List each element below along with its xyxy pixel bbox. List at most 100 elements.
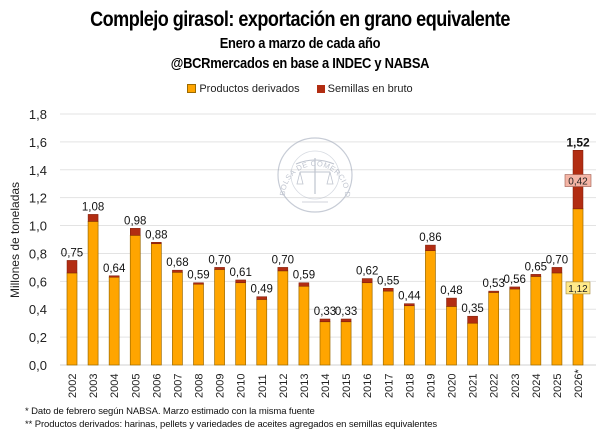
data-label-total: 0,33 (314, 306, 336, 318)
data-label-total: 0,49 (251, 284, 273, 296)
data-label-total: 0,70 (272, 254, 294, 266)
data-label-total: 1,08 (82, 201, 104, 213)
bar-semillas-en-bruto (530, 274, 542, 277)
bar-productos-derivados (108, 276, 120, 366)
x-tick-label: 2010 (236, 374, 248, 398)
bar-semillas-en-bruto (551, 267, 563, 274)
bar-productos-derivados (214, 269, 225, 366)
x-tick-label: 2015 (341, 374, 353, 398)
bar-semillas-en-bruto (425, 244, 436, 251)
bar-semillas-en-bruto (340, 318, 352, 323)
x-tick-label: 2004 (109, 374, 121, 398)
x-tick-label: 2011 (257, 374, 269, 398)
footnote-1: * Dato de febrero según NABSA. Marzo est… (25, 406, 315, 417)
y-tick-label: 1,6 (29, 135, 47, 150)
data-label-total: 0,53 (482, 278, 504, 290)
seal-inner-ring (290, 150, 340, 200)
bar-semillas-en-bruto (214, 267, 225, 270)
bar-productos-derivados (488, 292, 500, 366)
bar-semillas-en-bruto (108, 275, 120, 278)
bar-productos-derivados (235, 282, 247, 366)
x-tick-label: 2018 (404, 374, 416, 398)
y-tick-label: 0,8 (29, 246, 47, 261)
y-tick-label: 1,8 (29, 107, 47, 122)
seal-wings (295, 159, 335, 165)
legend: Productos derivados Semillas en bruto (0, 83, 600, 95)
chart-subtitle: Enero a marzo de cada año (219, 35, 381, 52)
bar-semillas-en-bruto (172, 269, 183, 273)
bar-productos-derivados (319, 321, 331, 366)
bar-semillas-en-bruto (298, 282, 310, 287)
x-tick-label: 2020 (447, 374, 459, 398)
data-label-total: 0,59 (187, 270, 209, 282)
bar-semillas-en-bruto (193, 282, 204, 285)
bar-semillas-en-bruto (361, 278, 373, 283)
bcr-seal-watermark: BOLSA DE COMERCIO DE ROSARIO (0, 0, 353, 213)
data-label-total: 0,75 (61, 247, 83, 259)
bar-productos-derivados (193, 283, 204, 366)
bar-productos-derivados (150, 243, 162, 366)
data-label-total: 0,65 (525, 261, 547, 273)
x-tick-label: 2016 (362, 374, 374, 398)
x-tick-label: 2019 (425, 374, 437, 398)
x-tick-label: 2025 (552, 374, 564, 398)
bar-productos-derivados (530, 276, 542, 366)
data-label-total: 0,68 (166, 257, 188, 269)
data-label-total: 0,48 (440, 285, 462, 297)
legend-item-semillas: Semillas en bruto (316, 83, 413, 95)
bar-semillas-en-bruto (446, 297, 457, 307)
bar-semillas-en-bruto (130, 228, 141, 236)
legend-label-productos: Productos derivados (199, 83, 300, 95)
bar-productos-derivados (172, 271, 183, 366)
data-label-total: 0,62 (356, 266, 378, 278)
x-tick-label: 2003 (88, 374, 100, 398)
bar-semillas-en-bruto (66, 260, 78, 274)
y-axis-label: Millones de toneladas (8, 182, 22, 298)
x-tick-label: 2022 (489, 374, 501, 398)
seal-scale-left (296, 171, 304, 185)
data-label-total: 0,98 (124, 215, 146, 227)
y-axis-ticks: 0,0 0,2 0,4 0,6 0,8 1,0 1,2 1,4 1,6 1,8 (29, 107, 47, 373)
bar-productos-derivados (446, 306, 457, 366)
x-axis-ticks: 2002 2003 2004 2005 2006 2007 2008 2009 2010 2011… (67, 369, 585, 398)
footnote-2: ** Productos derivados: harinas, pellets… (25, 419, 438, 430)
bar-productos-derivados (467, 322, 478, 366)
bar-productos-derivados (340, 321, 352, 366)
bar-productos-derivados (277, 270, 289, 366)
bar-semillas-en-bruto (319, 318, 331, 323)
bar-productos-derivados (425, 250, 436, 366)
data-label-total: 0,88 (145, 229, 167, 241)
x-tick-label: 2017 (383, 374, 395, 398)
data-label-total: 0,56 (504, 274, 526, 286)
y-tick-label: 0,6 (29, 274, 47, 289)
data-label-total: 0,64 (103, 263, 126, 275)
legend-swatch-productos (187, 84, 197, 93)
segment-label-semillas: 0,42 (568, 177, 588, 188)
data-label-total: 0,86 (419, 232, 441, 244)
bar-semillas-en-bruto (383, 288, 394, 292)
data-label-total: 0,33 (335, 306, 357, 318)
bar-productos-derivados (403, 305, 415, 366)
legend-item-productos: Productos derivados (187, 83, 300, 95)
y-tick-label: 0,2 (29, 330, 47, 345)
x-tick-label: 2002 (67, 374, 79, 398)
bar-productos-derivados (551, 272, 563, 366)
y-tick-label: 1,4 (29, 163, 47, 178)
y-tick-label: 0,4 (29, 302, 47, 317)
chart-source: @BCRmercados en base a INDEC y NABSA (170, 55, 430, 72)
seal-outer-ring (277, 137, 353, 213)
segment-label-box-productos (565, 281, 591, 295)
bar-semillas-en-bruto (277, 267, 289, 272)
bar-productos-derivados (298, 285, 310, 366)
x-tick-label: 2021 (468, 374, 480, 398)
seal-scale-right (326, 171, 334, 185)
x-tick-label: 2014 (320, 374, 332, 398)
data-label-total: 0,35 (461, 303, 483, 315)
bar-semillas-en-bruto (467, 315, 478, 324)
x-tick-label: 2009 (215, 374, 227, 398)
data-label-total: 0,59 (293, 270, 315, 282)
bar-productos-derivados (361, 282, 373, 366)
bar-semillas-en-bruto (404, 303, 415, 306)
bar-semillas-en-bruto (256, 296, 267, 300)
